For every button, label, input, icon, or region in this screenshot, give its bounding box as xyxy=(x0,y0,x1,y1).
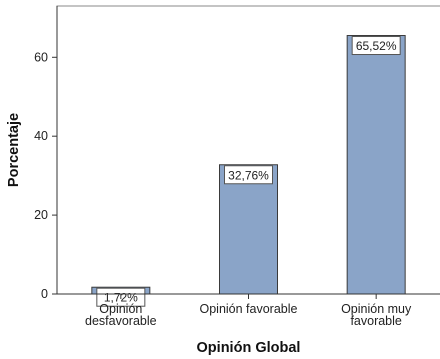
x-tick-label: favorable xyxy=(350,314,401,328)
y-axis-title: Porcentaje xyxy=(6,113,22,187)
x-axis-title: Opinión Global xyxy=(197,340,301,356)
x-tick-label: Opinión xyxy=(99,302,142,316)
data-label: 65,52% xyxy=(356,39,397,53)
bar xyxy=(346,35,406,295)
y-tick-label: 60 xyxy=(34,50,48,64)
x-tick-label: Opinión favorable xyxy=(200,302,298,316)
data-label: 32,76% xyxy=(228,168,269,182)
x-tick-label: desfavorable xyxy=(85,314,157,328)
bars-group xyxy=(91,35,406,295)
y-tick-label: 20 xyxy=(34,208,48,222)
data-label-box xyxy=(351,36,401,56)
y-tick-label: 0 xyxy=(41,287,48,301)
y-tick-label: 40 xyxy=(34,129,48,143)
bar xyxy=(219,164,278,295)
x-tick-label: Opinión muy xyxy=(341,302,412,316)
data-label-box xyxy=(224,165,273,185)
y-ticks-group: 0 20 40 60 xyxy=(34,50,57,301)
